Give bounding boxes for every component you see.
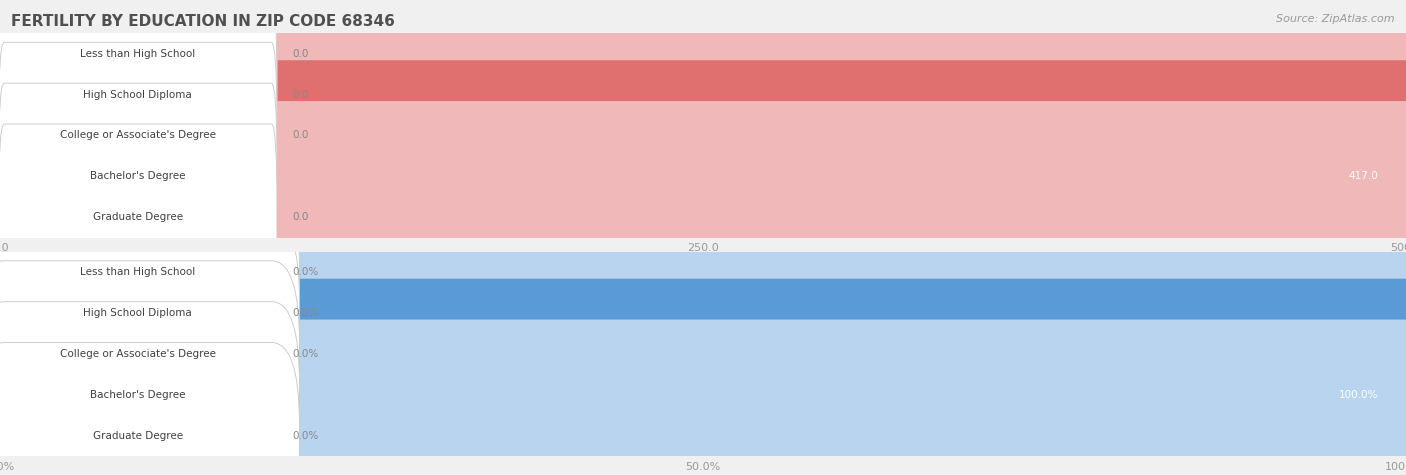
FancyBboxPatch shape [0,42,277,228]
FancyBboxPatch shape [0,1,277,188]
FancyBboxPatch shape [0,83,277,269]
FancyBboxPatch shape [0,60,1406,292]
Text: College or Associate's Degree: College or Associate's Degree [60,130,215,141]
Text: FERTILITY BY EDUCATION IN ZIP CODE 68346: FERTILITY BY EDUCATION IN ZIP CODE 68346 [11,14,395,29]
Text: 0.0: 0.0 [292,89,309,100]
Text: 0.0: 0.0 [292,130,309,141]
FancyBboxPatch shape [0,279,1406,475]
FancyBboxPatch shape [0,261,299,447]
FancyBboxPatch shape [0,302,299,475]
Text: Less than High School: Less than High School [80,267,195,277]
FancyBboxPatch shape [0,179,299,365]
FancyBboxPatch shape [0,19,1406,251]
Text: 0.0%: 0.0% [292,308,319,318]
FancyBboxPatch shape [0,197,1406,429]
Text: 0.0%: 0.0% [292,430,319,441]
Text: Bachelor's Degree: Bachelor's Degree [90,171,186,181]
Text: Less than High School: Less than High School [80,48,195,59]
Text: 0.0%: 0.0% [292,349,319,359]
Text: Bachelor's Degree: Bachelor's Degree [90,390,186,400]
Text: Graduate Degree: Graduate Degree [93,430,183,441]
Text: Graduate Degree: Graduate Degree [93,212,183,222]
FancyBboxPatch shape [0,238,1406,470]
FancyBboxPatch shape [0,0,1406,170]
FancyBboxPatch shape [0,220,299,406]
Text: 417.0: 417.0 [1348,171,1378,181]
FancyBboxPatch shape [0,101,1406,333]
Text: 0.0%: 0.0% [292,267,319,277]
Text: 0.0: 0.0 [292,48,309,59]
FancyBboxPatch shape [0,320,1406,475]
FancyBboxPatch shape [0,156,1406,388]
FancyBboxPatch shape [0,124,277,310]
FancyBboxPatch shape [0,0,1406,210]
Text: High School Diploma: High School Diploma [83,89,193,100]
FancyBboxPatch shape [0,0,277,147]
FancyBboxPatch shape [0,342,299,475]
Text: 0.0: 0.0 [292,212,309,222]
Text: 100.0%: 100.0% [1339,390,1378,400]
Text: Source: ZipAtlas.com: Source: ZipAtlas.com [1277,14,1395,24]
Text: High School Diploma: High School Diploma [83,308,193,318]
Text: College or Associate's Degree: College or Associate's Degree [60,349,215,359]
